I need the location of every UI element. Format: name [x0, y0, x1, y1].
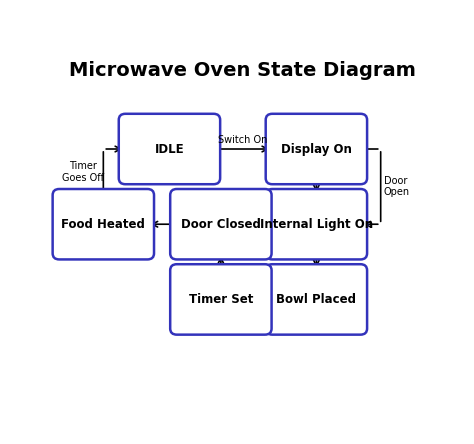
- FancyBboxPatch shape: [170, 189, 272, 259]
- Text: Internal Light On: Internal Light On: [260, 218, 373, 231]
- Text: Door Closed: Door Closed: [181, 218, 261, 231]
- Text: IDLE: IDLE: [155, 143, 184, 155]
- FancyBboxPatch shape: [266, 264, 367, 335]
- Text: Door
Open: Door Open: [383, 176, 410, 198]
- Text: Microwave Oven State Diagram: Microwave Oven State Diagram: [70, 61, 416, 80]
- Text: Timer Set: Timer Set: [189, 293, 253, 306]
- FancyBboxPatch shape: [53, 189, 154, 259]
- FancyBboxPatch shape: [119, 114, 220, 184]
- Text: Switch On: Switch On: [218, 135, 268, 145]
- Text: Display On: Display On: [281, 143, 352, 155]
- Text: Bowl Placed: Bowl Placed: [276, 293, 356, 306]
- FancyBboxPatch shape: [170, 264, 272, 335]
- Text: Food Heated: Food Heated: [62, 218, 145, 231]
- FancyBboxPatch shape: [266, 189, 367, 259]
- Text: Timer
Goes Off: Timer Goes Off: [62, 161, 104, 183]
- FancyBboxPatch shape: [266, 114, 367, 184]
